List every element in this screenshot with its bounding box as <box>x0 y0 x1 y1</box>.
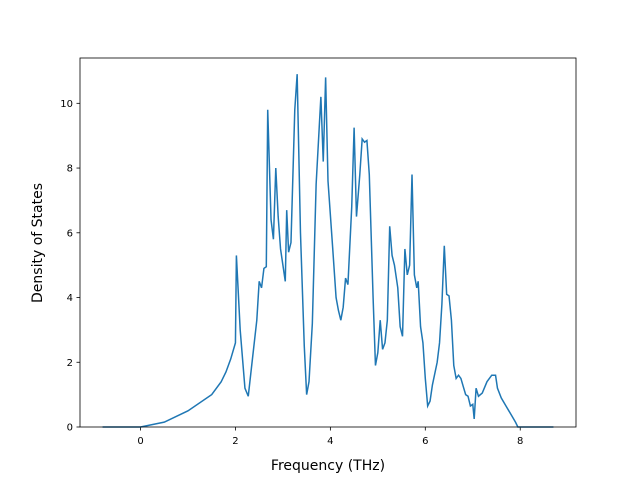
data-line <box>102 74 554 428</box>
y-tick-label: 4 <box>67 293 73 304</box>
y-tick-label: 0 <box>67 423 73 434</box>
x-tick-label: 0 <box>137 436 143 447</box>
x-axis-label: Frequency (THz) <box>271 458 385 474</box>
x-tick-label: 8 <box>517 436 523 447</box>
y-tick-label: 8 <box>67 164 73 175</box>
x-tick-label: 6 <box>422 436 428 447</box>
y-tick-label: 10 <box>60 99 73 110</box>
plot-frame <box>79 57 577 428</box>
x-tick-label: 4 <box>327 436 333 447</box>
y-axis-label: Density of States <box>30 183 46 303</box>
y-tick-label: 2 <box>67 358 73 369</box>
x-tick-label: 2 <box>232 436 238 447</box>
y-tick-label: 6 <box>67 228 73 239</box>
